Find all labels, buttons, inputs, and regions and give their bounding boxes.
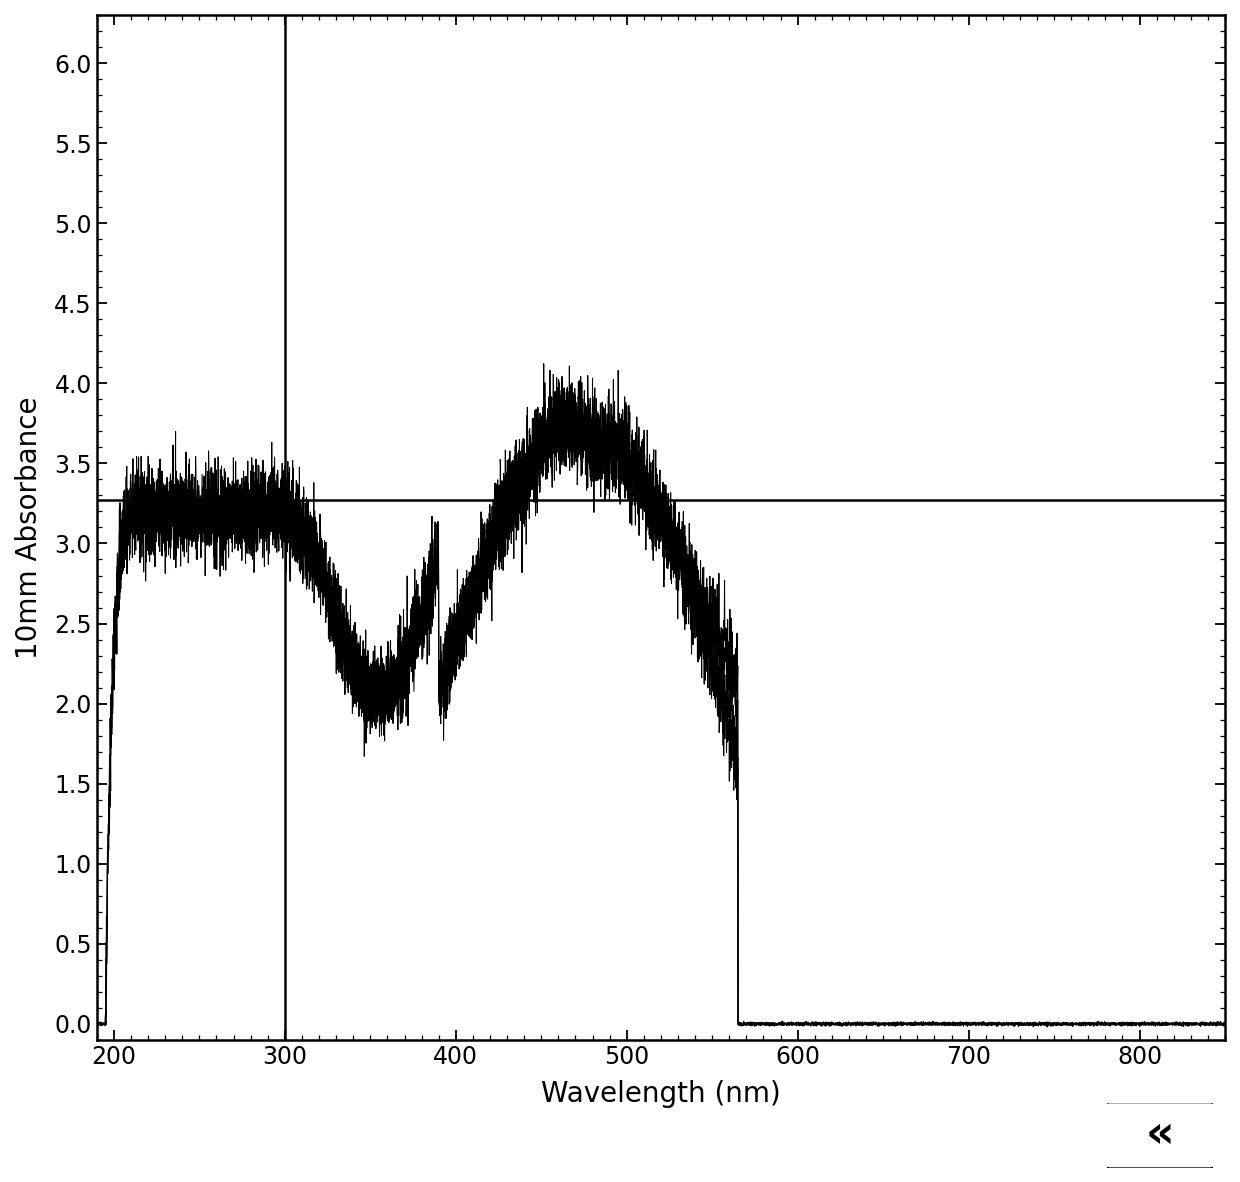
Text: «: «: [1146, 1112, 1174, 1156]
Y-axis label: 10mm Absorbance: 10mm Absorbance: [15, 396, 43, 658]
X-axis label: Wavelength (nm): Wavelength (nm): [541, 1080, 781, 1108]
FancyBboxPatch shape: [1104, 1100, 1215, 1170]
